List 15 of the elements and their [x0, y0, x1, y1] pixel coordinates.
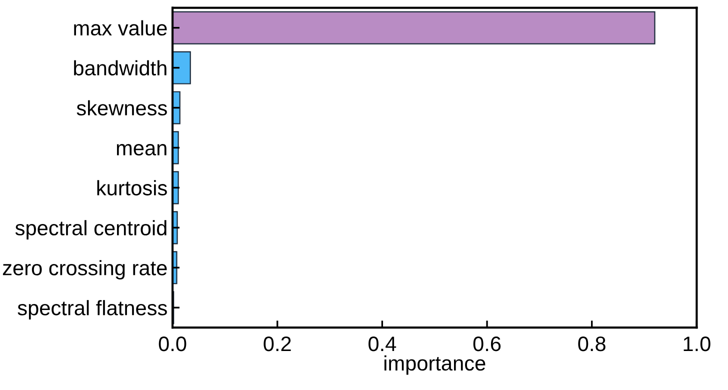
y-tick-label: zero crossing rate — [2, 260, 167, 280]
x-tick-label: 0.2 — [264, 336, 291, 352]
y-tick-label: kurtosis — [97, 180, 167, 196]
x-tick-label: 0.8 — [578, 336, 606, 352]
y-tick-label: mean — [116, 144, 166, 156]
y-tick-label: spectral flatness — [18, 300, 167, 320]
y-tick-label: skewness — [76, 100, 167, 116]
x-tick-label: 1.0 — [684, 336, 710, 352]
x-tick-label: 0.6 — [473, 336, 501, 352]
y-tick-label: max value — [74, 20, 167, 36]
x-axis-title: importance — [384, 355, 486, 375]
y-tick-label: bandwidth — [74, 60, 166, 76]
x-tick-label: 0.0 — [158, 336, 186, 352]
x-tick-label: 0.4 — [368, 336, 396, 352]
y-tick-label: spectral centroid — [15, 220, 166, 240]
